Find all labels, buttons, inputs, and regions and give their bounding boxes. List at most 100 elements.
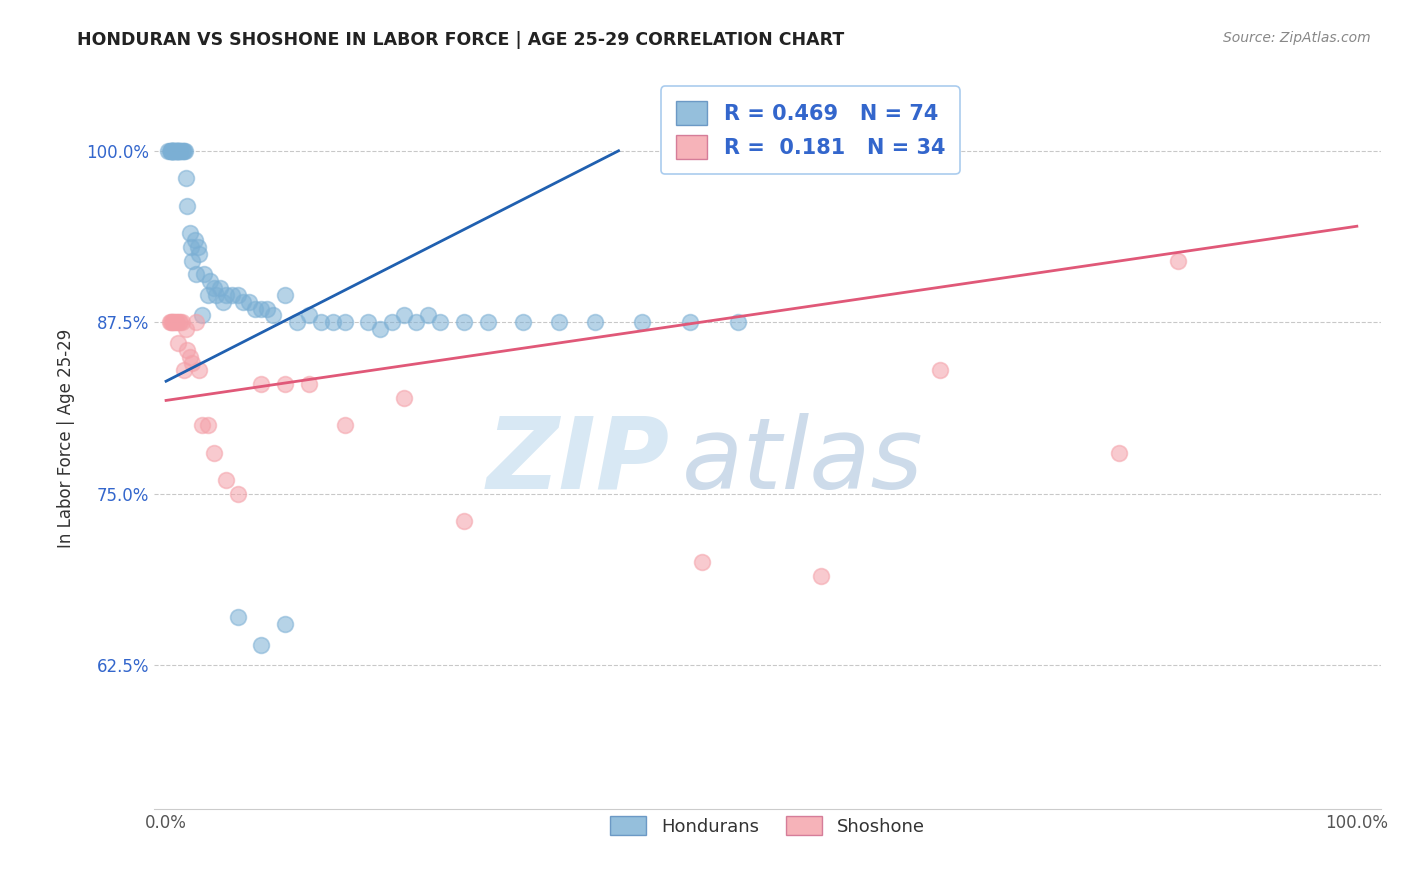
Point — [170, 315, 193, 329]
Point — [170, 144, 193, 158]
Point — [392, 391, 415, 405]
Point — [181, 356, 204, 370]
Point — [159, 315, 181, 329]
Point — [184, 315, 207, 329]
Point — [212, 294, 235, 309]
Point — [453, 514, 475, 528]
Point — [159, 144, 181, 158]
Point — [160, 144, 183, 158]
Point — [250, 638, 273, 652]
Legend: Hondurans, Shoshone: Hondurans, Shoshone — [602, 807, 934, 845]
Point — [202, 445, 225, 459]
Point — [274, 376, 297, 391]
Point — [176, 322, 198, 336]
Point — [159, 144, 181, 158]
Point — [232, 294, 254, 309]
Point — [226, 288, 249, 302]
Point — [160, 315, 183, 329]
Point — [405, 315, 427, 329]
Point — [163, 315, 186, 329]
Point — [188, 246, 211, 260]
Point — [810, 569, 832, 583]
Point — [176, 343, 198, 357]
Point — [357, 315, 380, 329]
Point — [727, 315, 749, 329]
Point — [370, 322, 392, 336]
Point — [221, 288, 243, 302]
Point — [163, 144, 186, 158]
Point — [238, 294, 260, 309]
Point — [226, 610, 249, 624]
Point — [162, 144, 184, 158]
Point — [160, 144, 183, 158]
Point — [165, 144, 187, 158]
Point — [262, 309, 284, 323]
Point — [193, 267, 215, 281]
Point — [208, 281, 231, 295]
Point — [176, 199, 198, 213]
Point — [176, 171, 198, 186]
Point — [165, 144, 187, 158]
Point — [477, 315, 499, 329]
Point — [274, 617, 297, 632]
Point — [167, 335, 190, 350]
Point — [1167, 253, 1189, 268]
Point — [274, 288, 297, 302]
Point — [167, 315, 190, 329]
Point — [250, 301, 273, 316]
Point — [929, 363, 952, 377]
Text: Source: ZipAtlas.com: Source: ZipAtlas.com — [1223, 31, 1371, 45]
Point — [169, 144, 191, 158]
Point — [198, 274, 221, 288]
Point — [173, 144, 195, 158]
Point — [169, 315, 191, 329]
Point — [162, 144, 184, 158]
Point — [191, 418, 214, 433]
Point — [167, 144, 190, 158]
Point — [214, 288, 236, 302]
Point — [160, 144, 183, 158]
Point — [181, 253, 204, 268]
Text: ZIP: ZIP — [486, 412, 669, 509]
Point — [285, 315, 308, 329]
Point — [183, 233, 205, 247]
Y-axis label: In Labor Force | Age 25-29: In Labor Force | Age 25-29 — [58, 329, 75, 549]
Point — [453, 315, 475, 329]
Point — [162, 315, 184, 329]
Point — [416, 309, 439, 323]
Point — [163, 144, 186, 158]
Point — [166, 144, 188, 158]
Text: atlas: atlas — [682, 412, 924, 509]
Point — [197, 288, 219, 302]
Point — [226, 486, 249, 500]
Point — [173, 363, 195, 377]
Text: HONDURAN VS SHOSHONE IN LABOR FORCE | AGE 25-29 CORRELATION CHART: HONDURAN VS SHOSHONE IN LABOR FORCE | AG… — [77, 31, 845, 49]
Point — [167, 144, 190, 158]
Point — [214, 473, 236, 487]
Point — [179, 226, 201, 240]
Point — [298, 376, 321, 391]
Point — [429, 315, 451, 329]
Point — [548, 315, 571, 329]
Point — [157, 144, 180, 158]
Point — [202, 281, 225, 295]
Point — [188, 363, 211, 377]
Point — [381, 315, 404, 329]
Point — [333, 315, 356, 329]
Point — [679, 315, 702, 329]
Point — [690, 555, 713, 569]
Point — [245, 301, 267, 316]
Point — [250, 376, 273, 391]
Point — [322, 315, 344, 329]
Point — [159, 144, 181, 158]
Point — [256, 301, 278, 316]
Point — [392, 309, 415, 323]
Point — [165, 315, 187, 329]
Point — [174, 144, 197, 158]
Point — [172, 144, 194, 158]
Point — [184, 267, 207, 281]
Point — [187, 240, 209, 254]
Point — [159, 315, 181, 329]
Point — [167, 144, 190, 158]
Point — [205, 288, 228, 302]
